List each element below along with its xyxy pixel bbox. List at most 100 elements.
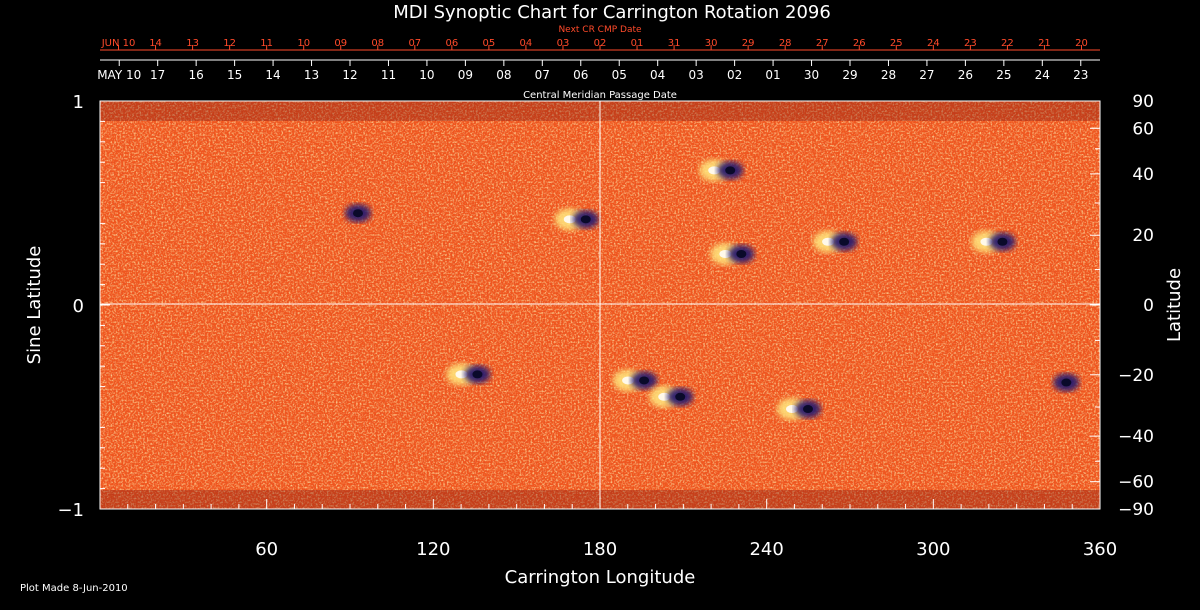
right-tick-label: 60 bbox=[1132, 119, 1154, 139]
active-region bbox=[1053, 373, 1080, 392]
negative-polarity-core bbox=[675, 392, 686, 401]
y-axis-label-left: Sine Latitude bbox=[24, 246, 45, 365]
cmp-date-label: 03 bbox=[689, 68, 704, 82]
negative-polarity-core bbox=[736, 250, 747, 258]
red-date-label: 01 bbox=[631, 38, 644, 49]
active-region bbox=[554, 208, 599, 231]
red-date-label: 11 bbox=[260, 38, 273, 49]
positive-polarity-core bbox=[822, 237, 835, 246]
active-region bbox=[699, 159, 744, 182]
positive-polarity-core bbox=[455, 370, 468, 379]
cmp-date-label: 27 bbox=[919, 68, 934, 82]
red-date-label: JUN 10 bbox=[101, 38, 136, 49]
negative-polarity-core bbox=[725, 166, 736, 175]
red-date-label: 30 bbox=[705, 38, 718, 49]
red-date-label: 24 bbox=[927, 38, 940, 49]
positive-polarity-core bbox=[563, 215, 576, 224]
positive-polarity-core bbox=[658, 392, 671, 401]
cmp-date-label: 12 bbox=[342, 68, 357, 82]
active-region bbox=[813, 230, 858, 253]
cmp-date-label: 08 bbox=[496, 68, 511, 82]
cmp-axis-label: Central Meridian Passage Date bbox=[523, 90, 677, 101]
cmp-date-label: MAY 10 bbox=[97, 68, 141, 82]
bottom-tick-label: 360 bbox=[1083, 539, 1117, 560]
cmp-date-label: 26 bbox=[958, 68, 973, 82]
positive-polarity-core bbox=[622, 376, 635, 385]
cmp-date-label: 13 bbox=[304, 68, 319, 82]
red-date-label: 04 bbox=[520, 38, 533, 49]
red-date-label: 25 bbox=[890, 38, 903, 49]
bottom-axis: 60 120 180 240 300 360 bbox=[127, 499, 1117, 560]
cmp-date-label: 11 bbox=[381, 68, 396, 82]
red-date-label: 06 bbox=[445, 38, 458, 49]
cmp-date-label: 01 bbox=[765, 68, 780, 82]
x-axis-label: Carrington Longitude bbox=[505, 567, 696, 588]
left-tick-label: 0 bbox=[73, 296, 84, 317]
positive-polarity-core bbox=[980, 237, 993, 246]
positive-polarity-core bbox=[719, 250, 732, 258]
cmp-date-label: 04 bbox=[650, 68, 665, 82]
active-region bbox=[613, 369, 658, 392]
red-date-ticks: JUN 10 14 13 12 11 10 09 08 07 06 05 04 03 02 01 31 30 29… bbox=[101, 38, 1088, 50]
bottom-tick-label: 300 bbox=[916, 539, 950, 560]
red-date-label: 29 bbox=[742, 38, 755, 49]
active-region bbox=[649, 385, 694, 408]
bottom-tick-label: 120 bbox=[416, 539, 450, 560]
cmp-date-label: 14 bbox=[265, 68, 280, 82]
active-region bbox=[777, 398, 821, 421]
red-date-label: 22 bbox=[1001, 38, 1014, 49]
red-date-label: 23 bbox=[964, 38, 977, 49]
bottom-tick-label: 240 bbox=[749, 539, 783, 560]
bottom-tick-label: 180 bbox=[583, 539, 617, 560]
red-date-label: 09 bbox=[334, 38, 347, 49]
cmp-date-label: 17 bbox=[150, 68, 165, 82]
positive-polarity-core bbox=[786, 405, 798, 414]
right-tick-label: 40 bbox=[1132, 165, 1154, 185]
red-date-label: 27 bbox=[816, 38, 829, 49]
red-date-label: 26 bbox=[853, 38, 866, 49]
right-tick-label: 0 bbox=[1143, 296, 1154, 316]
active-region bbox=[971, 230, 1016, 253]
chart-title: MDI Synoptic Chart for Carrington Rotati… bbox=[393, 2, 831, 23]
right-tick-label: −90 bbox=[1118, 500, 1154, 520]
red-date-label: 31 bbox=[668, 38, 681, 49]
cmp-date-label: 06 bbox=[573, 68, 588, 82]
negative-polarity-core bbox=[1061, 378, 1072, 387]
negative-polarity-core bbox=[839, 237, 850, 246]
right-tick-label: −40 bbox=[1118, 427, 1154, 447]
red-date-label: 14 bbox=[149, 38, 162, 49]
next-cr-axis-label: Next CR CMP Date bbox=[558, 25, 642, 35]
cmp-date-label: 23 bbox=[1073, 68, 1088, 82]
right-tick-label: −20 bbox=[1118, 366, 1154, 386]
cmp-date-label: 07 bbox=[535, 68, 550, 82]
positive-polarity-core bbox=[708, 166, 721, 175]
active-region bbox=[345, 204, 371, 223]
red-date-label: 21 bbox=[1038, 38, 1051, 49]
cmp-date-label: 05 bbox=[612, 68, 627, 82]
active-regions bbox=[345, 159, 1080, 421]
cmp-date-label: 24 bbox=[1035, 68, 1050, 82]
red-date-label: 28 bbox=[779, 38, 792, 49]
left-tick-label: −1 bbox=[57, 500, 84, 521]
cmp-date-label: 10 bbox=[419, 68, 434, 82]
cmp-date-label: 15 bbox=[227, 68, 242, 82]
cmp-date-label: 16 bbox=[189, 68, 204, 82]
cmp-date-label: 29 bbox=[842, 68, 857, 82]
red-date-label: 08 bbox=[371, 38, 384, 49]
active-region bbox=[446, 363, 491, 386]
left-axis: 1 0 −1 bbox=[57, 92, 110, 521]
red-date-label: 02 bbox=[594, 38, 607, 49]
red-date-label: 10 bbox=[297, 38, 310, 49]
right-tick-label: 20 bbox=[1132, 226, 1154, 246]
negative-polarity-core bbox=[353, 209, 363, 218]
cmp-date-label: 09 bbox=[458, 68, 473, 82]
negative-polarity-core bbox=[997, 237, 1008, 246]
plot-made-note: Plot Made 8-Jun-2010 bbox=[20, 583, 128, 594]
negative-polarity-core bbox=[580, 215, 591, 224]
right-tick-label: 90 bbox=[1132, 92, 1154, 112]
cmp-date-label: 28 bbox=[881, 68, 896, 82]
bottom-tick-label: 60 bbox=[255, 539, 278, 560]
cmp-date-label: 25 bbox=[996, 68, 1011, 82]
red-date-label: 03 bbox=[557, 38, 570, 49]
